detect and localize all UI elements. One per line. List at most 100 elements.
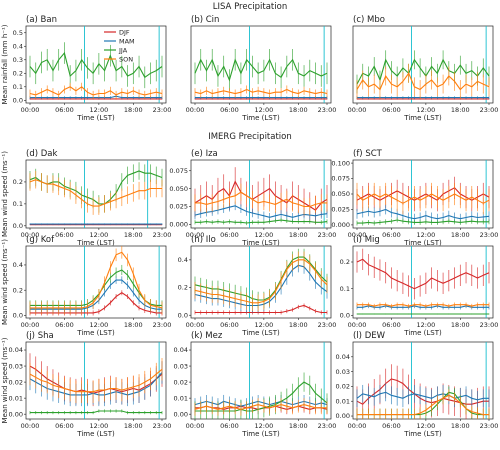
- panel-6-ytick-1: 0.2: [13, 286, 23, 294]
- panel-11: (l) DEW 00:00 06:00 12:00 18:00 23:00 Time (LS…: [336, 331, 499, 438]
- panel-0-son-line: [29, 86, 163, 96]
- panel-0-series-son: [29, 82, 163, 99]
- panel-8-djf-line: [356, 258, 490, 290]
- panel-5-ytick-3: 0.075: [331, 175, 350, 183]
- legend-label-son: SON: [119, 55, 133, 63]
- panel-4-xtick-0: 00:00: [186, 231, 205, 239]
- panel-9-ytick-1: 0.01: [9, 394, 23, 402]
- section-title-imerg: IMERG Precipitation: [208, 132, 292, 142]
- panel-6-jja-line: [30, 269, 162, 306]
- panel-11-ytick-0: 0.00: [336, 412, 350, 420]
- panel-10-xlabel: Time (LST): [241, 430, 280, 438]
- panel-9: (j) Sha 00:00 06:00 12:00 18:00 23:00 Time (LS…: [1, 331, 171, 438]
- panel-4-xtick-2: 12:00: [255, 231, 274, 239]
- panel-8-xlabel: Time (LST): [403, 329, 442, 337]
- panel-9-ylabel: Mean wind speed (ms⁻¹): [1, 337, 9, 423]
- panel-7-son-line: [194, 259, 328, 304]
- panel-10-ytick-3: 0.03: [174, 362, 188, 370]
- panel-9-son-line: [29, 368, 163, 393]
- panel-7-series-son: [194, 251, 328, 312]
- panel-3-xtick-1: 06:00: [55, 231, 74, 239]
- panel-4-series-son: [194, 183, 328, 216]
- panel-8-axes-frame: [352, 245, 494, 319]
- panel-2-series-djf: [356, 98, 490, 100]
- panel-5-series-jja: [356, 217, 490, 226]
- panel-2-series-son: [356, 63, 490, 99]
- panel-7-xlabel: Time (LST): [241, 329, 280, 337]
- panel-0-ytick-5: 0.5: [13, 29, 23, 37]
- panel-10-xtick-1: 06:00: [220, 422, 239, 430]
- panel-3-xtick-2: 12:00: [90, 231, 109, 239]
- panel-6-ytick-0: 0.0: [13, 312, 23, 320]
- panel-0-ytick-0: 0.0: [13, 96, 23, 104]
- panel-0-series-djf: [29, 98, 163, 100]
- panel-5-xtick-1: 06:00: [382, 231, 401, 239]
- panel-8-series-jja: [356, 313, 490, 315]
- panel-10-ytick-1: 0.01: [174, 394, 188, 402]
- panel-9-mam-line: [29, 372, 163, 396]
- panel-0-xtick-4: 23:00: [153, 106, 172, 114]
- panel-7-series-djf: [194, 303, 328, 315]
- panel-11-xtick-4: 23:00: [480, 422, 499, 430]
- panel-1-series-djf: [194, 98, 328, 100]
- panel-6-xtick-0: 00:00: [21, 321, 40, 329]
- panel-8-mam-line: [357, 305, 489, 308]
- panel-6-xlabel: Time (LST): [76, 329, 115, 337]
- panel-1-series-jja: [194, 48, 328, 91]
- panel-3-series-son: [29, 170, 163, 215]
- panel-8-xtick-1: 06:00: [382, 321, 401, 329]
- panel-11-series-mam: [356, 383, 490, 409]
- panel-3-xlabel: Time (LST): [76, 239, 115, 247]
- panel-3-series-jja: [29, 162, 163, 213]
- panel-0-xlabel: Time (LST): [76, 114, 115, 122]
- panel-7: (h) Ilo 00:00 06:00 12:00 18:00 23:00 Time (LS…: [178, 235, 337, 337]
- panel-4-axes-frame: [190, 159, 332, 229]
- panel-0-title: (a) Ban: [26, 15, 57, 25]
- panel-10-xtick-3: 18:00: [289, 422, 308, 430]
- panel-4-xtick-1: 06:00: [220, 231, 239, 239]
- panel-4-son-line: [195, 191, 327, 208]
- panel-0-jja-line: [29, 51, 163, 79]
- panel-5-mam-line: [356, 208, 490, 220]
- panel-3: (d) Dak 00:00 06:00 12:00 18:00 23:00 Time (LS…: [1, 149, 171, 247]
- panel-9-xtick-4: 23:00: [153, 422, 172, 430]
- panel-0-series-mam: [29, 94, 163, 99]
- panel-1-xlabel: Time (LST): [241, 114, 280, 122]
- panel-11-mam-line: [356, 391, 489, 401]
- panel-5-ytick-1: 0.025: [331, 206, 350, 214]
- panel-5-series-son: [356, 182, 490, 215]
- panel-6-title: (g) Kof: [26, 235, 55, 245]
- panel-11-series-son: [356, 389, 490, 419]
- panel-11-axes-frame: [352, 341, 494, 420]
- panel-10-xtick-2: 12:00: [255, 422, 274, 430]
- panel-10-series-jja: [194, 372, 328, 419]
- panel-1-xtick-2: 12:00: [255, 106, 274, 114]
- panel-7-jja-line: [194, 256, 328, 301]
- panel-2-xtick-0: 00:00: [348, 106, 367, 114]
- panel-8-ytick-2: 0.2: [340, 258, 350, 266]
- panel-7-xtick-1: 06:00: [220, 321, 239, 329]
- panel-4-series-jja: [194, 217, 328, 226]
- panel-5-xtick-4: 23:00: [480, 231, 499, 239]
- panel-6-mam-line: [30, 279, 162, 310]
- panel-0-ytick-2: 0.2: [13, 69, 23, 77]
- panel-10-xtick-0: 00:00: [186, 422, 205, 430]
- panel-3-ytick-0: 0.0: [13, 222, 23, 230]
- panel-10: (k) Mez 00:00 06:00 12:00 18:00 23:00 Time (LS…: [174, 331, 337, 438]
- panel-7-title: (h) Ilo: [191, 235, 216, 245]
- panel-2-xlabel: Time (LST): [403, 114, 442, 122]
- panel-1-axes-frame: [190, 25, 332, 104]
- panel-10-son-line: [194, 404, 327, 410]
- panel-9-xlabel: Time (LST): [76, 430, 115, 438]
- panel-3-series-mam: [29, 223, 163, 225]
- panel-9-ytick-2: 0.02: [9, 378, 23, 386]
- panel-11-ytick-3: 0.03: [336, 368, 350, 376]
- panel-9-xtick-3: 18:00: [124, 422, 143, 430]
- panel-3-ytick-1: 0.1: [13, 200, 23, 208]
- panel-5: (f) SCT 00:00 06:00 12:00 18:00 23:00 Time (LS…: [331, 149, 498, 247]
- panel-5-series-djf: [356, 176, 490, 212]
- panel-8-xtick-4: 23:00: [480, 321, 499, 329]
- panel-4-ytick-0: 0.000: [169, 221, 188, 229]
- section-title-lisa: LISA Precipitation: [213, 2, 287, 12]
